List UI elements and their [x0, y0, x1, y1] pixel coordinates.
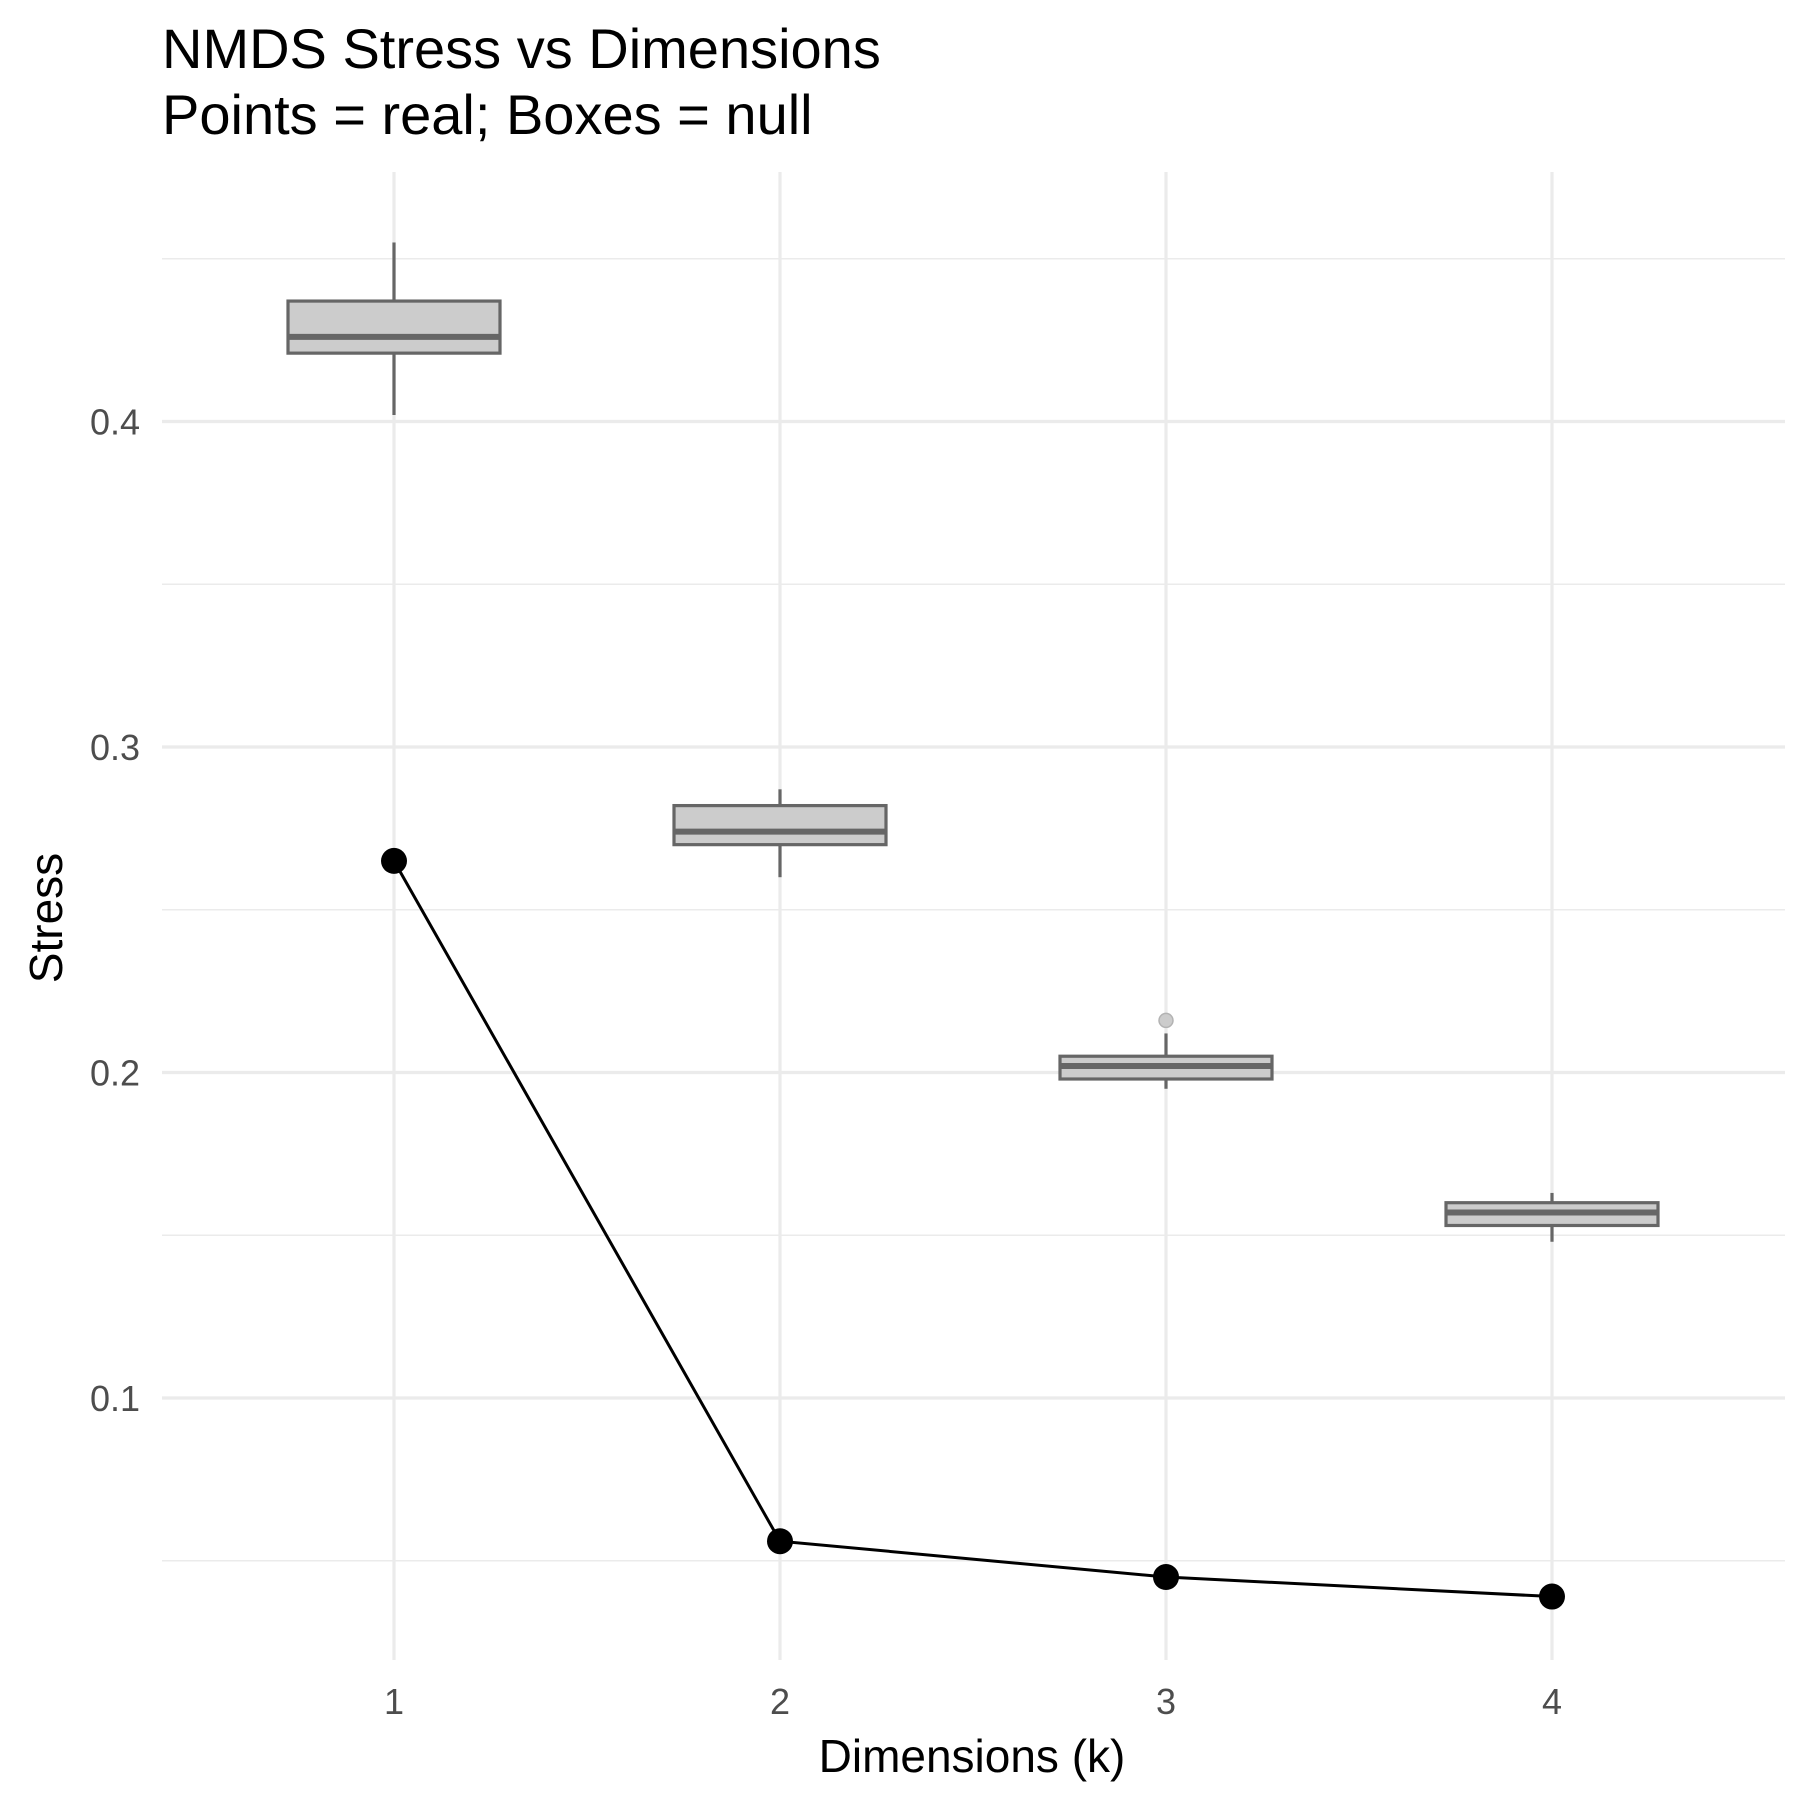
real-stress-point-k1: [381, 847, 407, 874]
iqr-box: [672, 803, 888, 847]
x-tick-label: 4: [1542, 1681, 1562, 1722]
x-tick-label: 2: [770, 1681, 790, 1722]
null-boxplots: [286, 242, 1660, 1242]
iqr-box: [286, 299, 502, 355]
y-tick-label: 0.2: [90, 1053, 140, 1094]
x-tick-label: 3: [1156, 1681, 1176, 1722]
boxplot-k4: [1444, 1192, 1660, 1242]
real-stress-points: [381, 847, 1565, 1610]
y-axis-title: Stress: [20, 853, 72, 983]
y-tick-labels: 0.1 0.2 0.3 0.4: [90, 402, 140, 1420]
real-stress-point-k2: [767, 1528, 793, 1555]
boxplot-k1: [286, 242, 502, 415]
outlier-point: [1158, 1012, 1174, 1029]
major-gridlines: [162, 172, 1785, 1660]
boxplot-k3: [1058, 1012, 1274, 1089]
real-stress-point-k3: [1153, 1564, 1179, 1591]
chart-subtitle: Points = real; Boxes = null: [162, 83, 813, 146]
minor-gridlines: [162, 257, 1785, 1562]
x-axis-title: Dimensions (k): [819, 1730, 1126, 1782]
real-stress-line: [392, 860, 1553, 1599]
boxplot-k2: [672, 789, 888, 878]
real-stress-polyline: [392, 860, 1553, 1599]
x-tick-labels: 1 2 3 4: [384, 1681, 1562, 1722]
real-stress-point-k4: [1539, 1583, 1565, 1610]
y-tick-label: 0.3: [90, 727, 140, 768]
chart-title: NMDS Stress vs Dimensions: [162, 17, 881, 80]
y-tick-label: 0.4: [90, 402, 140, 443]
x-tick-label: 1: [384, 1681, 404, 1722]
y-tick-label: 0.1: [90, 1378, 140, 1419]
